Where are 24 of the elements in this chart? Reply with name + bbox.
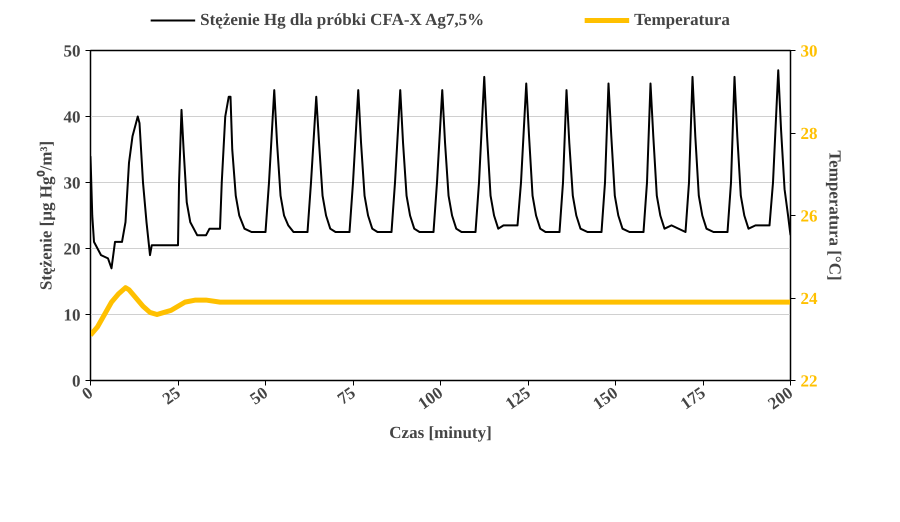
x-tick-label: 150: [589, 383, 622, 414]
y2-tick-label: 30: [800, 42, 818, 60]
y2-tick-label: 26: [800, 206, 818, 226]
y-tick-label: 30: [64, 174, 80, 192]
x-tick-label: 25: [158, 383, 184, 408]
x-tick-label: 125: [502, 383, 534, 414]
y-tick-label: 10: [64, 306, 80, 324]
y-tick-label: 20: [64, 240, 80, 258]
y-tick-label: 0: [72, 372, 80, 390]
legend-label: Stężenie Hg dla próbki CFA-X Ag7,5%: [200, 10, 484, 30]
y-tick-label: 50: [64, 42, 80, 60]
x-tick-label: 175: [676, 383, 709, 414]
x-axis-title: Czas [minuty]: [389, 422, 492, 442]
legend-label: Temperatura: [634, 10, 730, 30]
y2-tick-label: 28: [800, 124, 818, 143]
x-tick-label: 50: [246, 383, 272, 408]
y-axis-title: Stężenie [µg Hg⁰/m³]: [36, 140, 56, 290]
y2-tick-label: 22: [800, 372, 818, 390]
x-tick-label: 75: [334, 383, 359, 408]
y2-axis-title: Temperatura [°C]: [826, 150, 844, 281]
y-tick-label: 40: [64, 108, 80, 126]
x-tick-label: 200: [764, 383, 796, 414]
x-tick-label: 100: [414, 383, 446, 414]
y2-tick-label: 24: [800, 289, 818, 308]
